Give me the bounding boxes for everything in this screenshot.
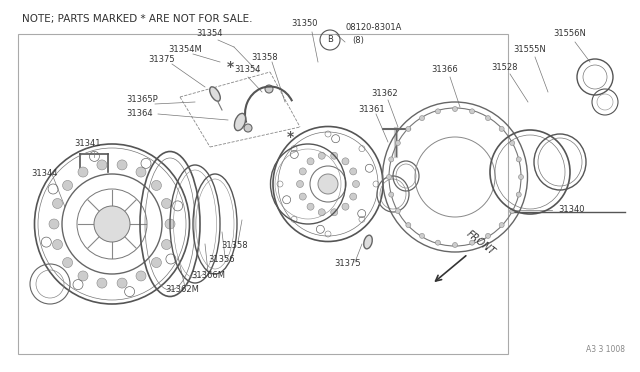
- Circle shape: [486, 233, 490, 238]
- Bar: [18, 34, 508, 354]
- Circle shape: [117, 278, 127, 288]
- Circle shape: [435, 240, 440, 245]
- Text: 08120-8301A: 08120-8301A: [345, 22, 401, 32]
- Text: 31361: 31361: [358, 106, 385, 115]
- Circle shape: [117, 160, 127, 170]
- Circle shape: [152, 257, 161, 267]
- Circle shape: [63, 257, 72, 267]
- Text: 31375: 31375: [335, 260, 362, 269]
- Circle shape: [509, 208, 515, 214]
- Circle shape: [396, 208, 401, 214]
- Circle shape: [499, 222, 504, 228]
- Ellipse shape: [234, 113, 246, 131]
- Text: 31366: 31366: [431, 65, 458, 74]
- Text: FRONT: FRONT: [465, 229, 497, 257]
- Text: 31365P: 31365P: [126, 96, 158, 105]
- Ellipse shape: [364, 235, 372, 249]
- Circle shape: [165, 219, 175, 229]
- Circle shape: [152, 180, 161, 190]
- Text: 31354: 31354: [196, 29, 223, 38]
- Circle shape: [52, 240, 63, 250]
- Circle shape: [406, 222, 411, 228]
- Text: A3 3 1008: A3 3 1008: [586, 345, 625, 354]
- Text: NOTE; PARTS MARKED * ARE NOT FOR SALE.: NOTE; PARTS MARKED * ARE NOT FOR SALE.: [22, 14, 253, 24]
- Circle shape: [452, 106, 458, 112]
- Circle shape: [388, 192, 394, 197]
- Circle shape: [419, 116, 424, 121]
- Circle shape: [349, 193, 356, 200]
- Circle shape: [470, 109, 475, 114]
- Circle shape: [318, 174, 338, 194]
- Circle shape: [296, 180, 303, 187]
- Circle shape: [406, 126, 411, 131]
- Circle shape: [49, 219, 59, 229]
- Circle shape: [435, 109, 440, 114]
- Circle shape: [97, 160, 107, 170]
- Circle shape: [396, 141, 401, 145]
- Circle shape: [136, 271, 146, 281]
- Circle shape: [136, 167, 146, 177]
- Text: 31354: 31354: [235, 65, 261, 74]
- Text: 31362M: 31362M: [165, 285, 199, 295]
- Circle shape: [509, 141, 515, 145]
- Circle shape: [388, 157, 394, 162]
- Circle shape: [300, 193, 307, 200]
- Circle shape: [419, 233, 424, 238]
- Text: 31528: 31528: [492, 62, 518, 71]
- Text: 31341: 31341: [75, 140, 101, 148]
- Ellipse shape: [210, 87, 220, 101]
- Circle shape: [307, 203, 314, 210]
- Circle shape: [486, 116, 490, 121]
- Circle shape: [516, 157, 521, 162]
- Circle shape: [331, 209, 338, 216]
- Circle shape: [499, 126, 504, 131]
- Text: (8): (8): [352, 35, 364, 45]
- Circle shape: [318, 209, 325, 216]
- Circle shape: [342, 203, 349, 210]
- Text: 31344: 31344: [32, 170, 58, 179]
- Text: 31358: 31358: [221, 241, 248, 250]
- Text: *: *: [227, 60, 234, 74]
- Text: *: *: [287, 130, 294, 144]
- Circle shape: [78, 271, 88, 281]
- Circle shape: [265, 85, 273, 93]
- Text: 31556N: 31556N: [554, 29, 586, 38]
- Text: 31356: 31356: [209, 256, 236, 264]
- Text: 31350: 31350: [292, 19, 318, 29]
- Circle shape: [318, 152, 325, 159]
- Circle shape: [161, 199, 172, 208]
- Circle shape: [52, 199, 63, 208]
- Circle shape: [349, 168, 356, 175]
- Circle shape: [342, 158, 349, 165]
- Circle shape: [94, 206, 130, 242]
- Circle shape: [516, 192, 521, 197]
- Circle shape: [78, 167, 88, 177]
- Circle shape: [244, 124, 252, 132]
- Text: 31362: 31362: [372, 90, 398, 99]
- Text: 31358: 31358: [252, 52, 278, 61]
- Text: 31364: 31364: [127, 109, 154, 118]
- Circle shape: [518, 174, 524, 180]
- Circle shape: [353, 180, 360, 187]
- Circle shape: [307, 158, 314, 165]
- Circle shape: [97, 278, 107, 288]
- Circle shape: [387, 174, 392, 180]
- Circle shape: [331, 152, 338, 159]
- Circle shape: [300, 168, 307, 175]
- Text: 31555N: 31555N: [514, 45, 547, 55]
- Circle shape: [63, 180, 72, 190]
- Text: B: B: [327, 35, 333, 45]
- Text: 31340: 31340: [558, 205, 584, 215]
- Text: 31375: 31375: [148, 55, 175, 64]
- Circle shape: [161, 240, 172, 250]
- Text: 31366M: 31366M: [191, 270, 225, 279]
- Text: 31354M: 31354M: [168, 45, 202, 54]
- Circle shape: [470, 240, 475, 245]
- Circle shape: [452, 243, 458, 247]
